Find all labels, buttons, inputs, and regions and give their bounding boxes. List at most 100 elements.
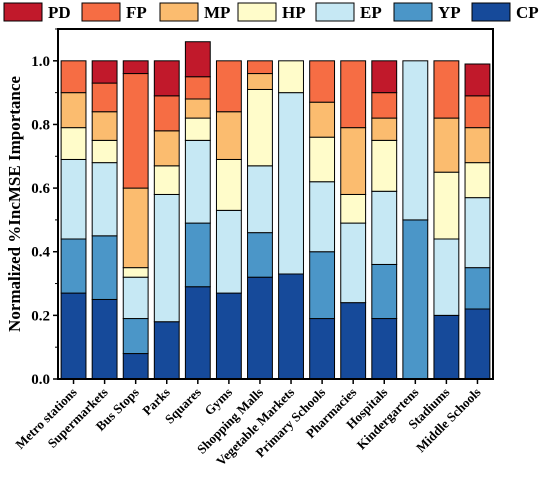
bar-segment-pd xyxy=(91,60,118,84)
bar-segment-ep xyxy=(122,276,149,320)
bars-layer xyxy=(60,41,491,380)
bar-segment-ep xyxy=(91,162,118,237)
bar-segment-ep xyxy=(247,165,273,234)
y-axis: 0.0 0.2 0.4 0.6 0.8 1.0 xyxy=(31,28,58,388)
bar-segment-ep xyxy=(309,181,336,253)
legend-label-cp: CP xyxy=(516,3,539,22)
bar-segment-mp xyxy=(464,127,491,164)
bar-segment-hp xyxy=(215,158,242,211)
bar-segment-yp xyxy=(247,232,273,278)
bar-segment-ep xyxy=(60,158,87,240)
bar-segment-cp xyxy=(371,318,398,380)
bar-segment-cp xyxy=(122,353,149,380)
bar-segment-cp xyxy=(464,308,491,380)
bar-segment-ep xyxy=(184,139,211,224)
bar-segment-fp xyxy=(340,60,367,129)
y-tick-label: 0.0 xyxy=(31,372,50,388)
bar-segment-fp xyxy=(60,60,87,94)
bar-segment-fp xyxy=(247,60,273,75)
legend-label-yp: YP xyxy=(438,3,461,22)
bar-segment-hp xyxy=(371,139,398,192)
legend-label-fp: FP xyxy=(126,3,147,22)
legend-swatch-fp xyxy=(81,2,121,22)
bar-segment-fp xyxy=(122,73,149,189)
bar-segment-fp xyxy=(371,92,398,119)
bar-segment-yp xyxy=(60,238,87,294)
bar-segment-mp xyxy=(433,117,460,173)
bar-segment-mp xyxy=(371,117,398,141)
legend-label-ep: EP xyxy=(360,3,382,22)
legend-swatch-hp xyxy=(237,2,277,22)
bar-segment-hp xyxy=(340,193,367,224)
legend-label-hp: HP xyxy=(282,3,306,22)
bar-segment-fp xyxy=(153,95,180,132)
bar-segment-yp xyxy=(184,222,211,288)
bar-segment-fp xyxy=(464,95,491,129)
bar-segment-fp xyxy=(309,60,336,103)
bar-segment-fp xyxy=(91,82,118,113)
bar-segment-cp xyxy=(60,292,87,380)
bar-segment-mp xyxy=(215,111,242,160)
bar-segment-ep xyxy=(433,238,460,316)
bar-segment-cp xyxy=(278,273,304,380)
legend-swatch-mp xyxy=(159,2,199,22)
bar-segment-ep xyxy=(215,209,242,294)
legend-label-pd: PD xyxy=(48,3,71,22)
legend-swatch-ep xyxy=(315,2,355,22)
bar-segment-yp xyxy=(464,267,491,310)
bar-segment-cp xyxy=(91,298,118,380)
legend-label-mp: MP xyxy=(204,3,230,22)
bar-segment-hp xyxy=(122,267,149,278)
legend: PD FP MP HP EP YP CP xyxy=(3,2,539,22)
legend-swatch-cp xyxy=(471,2,511,22)
bar-segment-hp xyxy=(433,171,460,240)
y-tick-label: 1.0 xyxy=(31,54,50,70)
bar-segment-ep xyxy=(340,222,367,304)
bar-segment-fp xyxy=(433,60,460,119)
bar-segment-hp xyxy=(464,162,491,199)
bar-segment-yp xyxy=(91,235,118,300)
y-tick-label: 0.8 xyxy=(31,117,50,133)
bar-segment-yp xyxy=(122,318,149,355)
bar-segment-cp xyxy=(433,314,460,380)
bar-segment-mp xyxy=(153,130,180,167)
y-tick-label: 0.4 xyxy=(31,245,50,261)
y-axis-label: Normalized %IncMSE Importance xyxy=(5,76,24,332)
bar-segment-ep xyxy=(402,60,429,221)
bar-segment-cp xyxy=(153,321,180,380)
bar-segment-fp xyxy=(184,76,211,100)
bar-segment-ep xyxy=(153,193,180,323)
plot-frame xyxy=(57,28,494,380)
bar-segment-pd xyxy=(184,41,211,78)
bar-segment-cp xyxy=(215,292,242,380)
y-tick-label: 0.2 xyxy=(31,308,50,324)
bar-segment-yp xyxy=(309,251,336,320)
bar-segment-mp xyxy=(60,92,87,129)
bar-segment-yp xyxy=(371,263,398,320)
legend-swatch-pd xyxy=(3,2,43,22)
bar-segment-ep xyxy=(278,92,304,275)
bar-segment-fp xyxy=(215,60,242,113)
bar-segment-hp xyxy=(60,127,87,160)
bar-segment-mp xyxy=(184,98,211,119)
bar-segment-mp xyxy=(247,73,273,90)
bar-segment-hp xyxy=(309,136,336,183)
bar-segment-ep xyxy=(371,190,398,265)
bar-segment-pd xyxy=(122,60,149,75)
bar-segment-pd xyxy=(371,60,398,94)
bar-segment-cp xyxy=(184,286,211,380)
bar-segment-hp xyxy=(278,60,304,94)
bar-segment-cp xyxy=(309,318,336,380)
bar-segment-cp xyxy=(340,302,367,380)
bar-segment-pd xyxy=(464,63,491,97)
bar-segment-hp xyxy=(153,165,180,195)
y-tick-label: 0.6 xyxy=(31,181,50,197)
bar-segment-mp xyxy=(309,101,336,138)
bar-segment-mp xyxy=(340,127,367,195)
bar-segment-hp xyxy=(184,117,211,141)
bar-segment-mp xyxy=(91,111,118,141)
bar-segment-pd xyxy=(153,60,180,97)
legend-swatch-yp xyxy=(393,2,433,22)
